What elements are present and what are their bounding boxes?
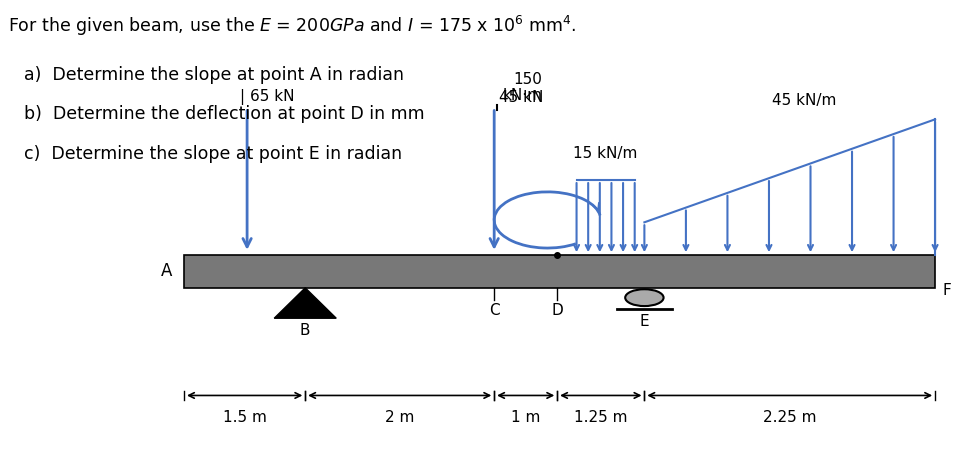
Text: For the given beam, use the $E$ = 200$GPa$ and $I$ = 175 x 10$^6$ mm$^4$.: For the given beam, use the $E$ = 200$GP… bbox=[8, 14, 577, 38]
Text: F: F bbox=[943, 283, 952, 298]
Text: 1.5 m: 1.5 m bbox=[223, 410, 266, 424]
Text: 2.25 m: 2.25 m bbox=[763, 410, 817, 424]
Polygon shape bbox=[274, 288, 336, 318]
Text: b)  Determine the deflection at point D in mm: b) Determine the deflection at point D i… bbox=[24, 105, 424, 123]
Text: B: B bbox=[300, 323, 310, 338]
Text: a)  Determine the slope at point A in radian: a) Determine the slope at point A in rad… bbox=[24, 66, 404, 83]
Text: 150
kN·m: 150 kN·m bbox=[503, 73, 543, 103]
Text: E: E bbox=[640, 314, 649, 329]
Text: D: D bbox=[551, 303, 563, 318]
Text: C: C bbox=[489, 303, 499, 318]
Text: 15 kN/m: 15 kN/m bbox=[574, 146, 638, 161]
Text: 1 m: 1 m bbox=[511, 410, 541, 424]
Text: A: A bbox=[161, 263, 172, 280]
Text: 2 m: 2 m bbox=[385, 410, 415, 424]
Text: 45 kN: 45 kN bbox=[499, 90, 544, 105]
Bar bbox=[184, 255, 935, 288]
Text: | 65 kN: | 65 kN bbox=[240, 89, 295, 105]
Text: c)  Determine the slope at point E in radian: c) Determine the slope at point E in rad… bbox=[24, 145, 402, 163]
Ellipse shape bbox=[625, 289, 664, 306]
Text: 1.25 m: 1.25 m bbox=[574, 410, 628, 424]
Text: 45 kN/m: 45 kN/m bbox=[772, 93, 836, 108]
